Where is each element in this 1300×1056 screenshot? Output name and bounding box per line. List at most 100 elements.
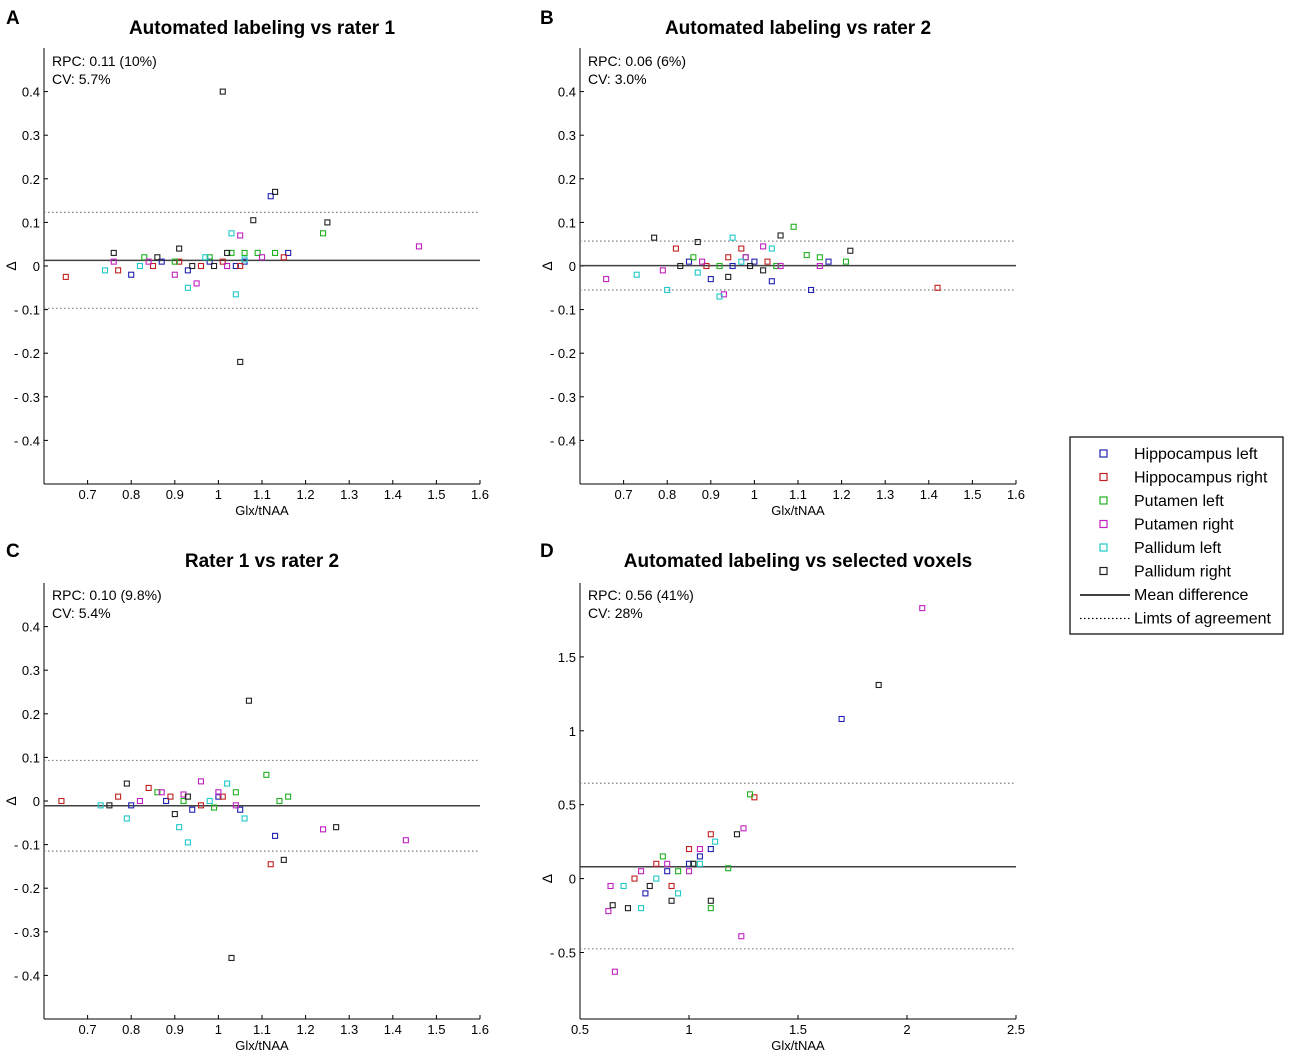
data-point xyxy=(245,697,252,704)
data-point xyxy=(646,882,653,890)
data-point xyxy=(276,797,283,805)
y-tick-label: - 0.4 xyxy=(14,968,40,983)
data-point xyxy=(171,271,178,278)
data-point xyxy=(128,271,135,278)
data-point xyxy=(280,254,287,261)
data-point xyxy=(707,831,714,838)
data-point xyxy=(158,789,165,796)
data-point xyxy=(272,832,279,839)
legend-item: Pallidum left xyxy=(1099,540,1222,557)
stat-annotation: RPC: 0.56 (41%) xyxy=(588,587,694,603)
data-point xyxy=(115,793,122,800)
data-point xyxy=(167,793,174,800)
chart-title: Automated labeling vs rater 2 xyxy=(665,18,931,39)
x-tick-label: 1.1 xyxy=(789,487,807,502)
legend-label: Putamen left xyxy=(1134,493,1224,510)
data-point xyxy=(232,291,239,298)
legend-label: Mean difference xyxy=(1134,587,1249,604)
y-tick-label: 0.3 xyxy=(22,128,40,143)
data-point xyxy=(115,267,122,274)
data-point xyxy=(215,793,222,800)
x-tick-label: 0.7 xyxy=(79,1022,97,1037)
data-point xyxy=(694,238,701,246)
stat-annotation: CV: 5.4% xyxy=(52,605,111,621)
data-point xyxy=(219,258,226,265)
series-hippocampus-right xyxy=(631,794,758,890)
data-point xyxy=(197,778,205,785)
legend-item: Putamen left xyxy=(1099,493,1224,510)
data-point xyxy=(163,797,170,805)
data-point xyxy=(664,868,671,875)
x-tick-label: 1.6 xyxy=(471,1022,489,1037)
data-point xyxy=(777,232,784,239)
data-point xyxy=(333,824,340,831)
data-point xyxy=(272,188,279,195)
data-point xyxy=(699,258,706,265)
data-point xyxy=(176,258,183,265)
series-putamen-left xyxy=(659,791,754,912)
y-tick-label: 0.1 xyxy=(22,215,40,230)
panel-b: B Automated labeling vs rater 2 0.7 0.8 0.9 1… xyxy=(539,8,1025,518)
data-point xyxy=(237,262,244,270)
data-point xyxy=(219,88,226,95)
data-point xyxy=(651,234,658,241)
legend-label: Pallidum left xyxy=(1134,540,1222,557)
series-hippocampus-left xyxy=(128,793,279,839)
data-point xyxy=(653,875,660,882)
legend-box xyxy=(1069,436,1284,635)
data-point xyxy=(110,249,117,256)
legend-item: Limts of agreement xyxy=(1080,611,1272,628)
x-tick-label: 0.9 xyxy=(166,487,184,502)
x-tick-label: 1.3 xyxy=(340,487,358,502)
data-point xyxy=(675,868,682,875)
data-point xyxy=(751,258,758,265)
data-point xyxy=(171,258,178,265)
series-pallidum-right xyxy=(651,232,854,280)
series-hippocampus-right xyxy=(62,254,287,280)
data-point xyxy=(224,262,231,270)
data-point xyxy=(746,262,754,270)
x-tick-label: 1.2 xyxy=(297,1022,315,1037)
data-point xyxy=(690,254,697,261)
data-point xyxy=(740,825,747,832)
legend-label: Putamen right xyxy=(1134,517,1234,534)
series-pallidum-left xyxy=(633,234,775,300)
data-point xyxy=(847,247,854,254)
series-putamen-right xyxy=(110,232,423,287)
y-tick-label: - 0.4 xyxy=(550,433,576,448)
stat-annotation: CV: 28% xyxy=(588,605,643,621)
data-point xyxy=(733,831,741,838)
series-putamen-right xyxy=(136,778,409,844)
panel-d: D Automated labeling vs selected voxels 0.… xyxy=(539,541,1025,1053)
y-tick-label: 1 xyxy=(569,724,576,739)
data-point xyxy=(816,254,823,261)
data-point xyxy=(825,258,832,265)
series-hippocampus-left xyxy=(128,193,292,278)
x-tick-label: 1.4 xyxy=(384,1022,402,1037)
x-tick-label: 1.6 xyxy=(1007,487,1025,502)
stat-annotation: RPC: 0.11 (10%) xyxy=(52,53,157,69)
data-point xyxy=(232,789,239,796)
data-point xyxy=(738,258,745,265)
series-putamen-right xyxy=(603,243,823,298)
panel-label: C xyxy=(6,541,20,562)
data-point xyxy=(145,784,152,791)
y-tick-label: 0.4 xyxy=(558,85,576,100)
data-point xyxy=(237,806,244,813)
data-point xyxy=(149,262,157,270)
data-point xyxy=(768,245,775,252)
data-point xyxy=(210,262,218,270)
y-tick-label: 0.1 xyxy=(558,215,576,230)
data-point xyxy=(136,797,143,805)
y-tick-label: 0.4 xyxy=(22,620,40,635)
data-point xyxy=(624,905,632,912)
data-point xyxy=(668,897,675,904)
legend-label: Limts of agreement xyxy=(1134,611,1272,628)
data-point xyxy=(219,793,226,800)
data-point xyxy=(215,789,222,796)
x-tick-label: 0.7 xyxy=(615,487,633,502)
data-point xyxy=(158,258,165,265)
y-tick-label: - 0.3 xyxy=(14,390,40,405)
data-point xyxy=(685,258,693,265)
data-point xyxy=(267,193,274,200)
